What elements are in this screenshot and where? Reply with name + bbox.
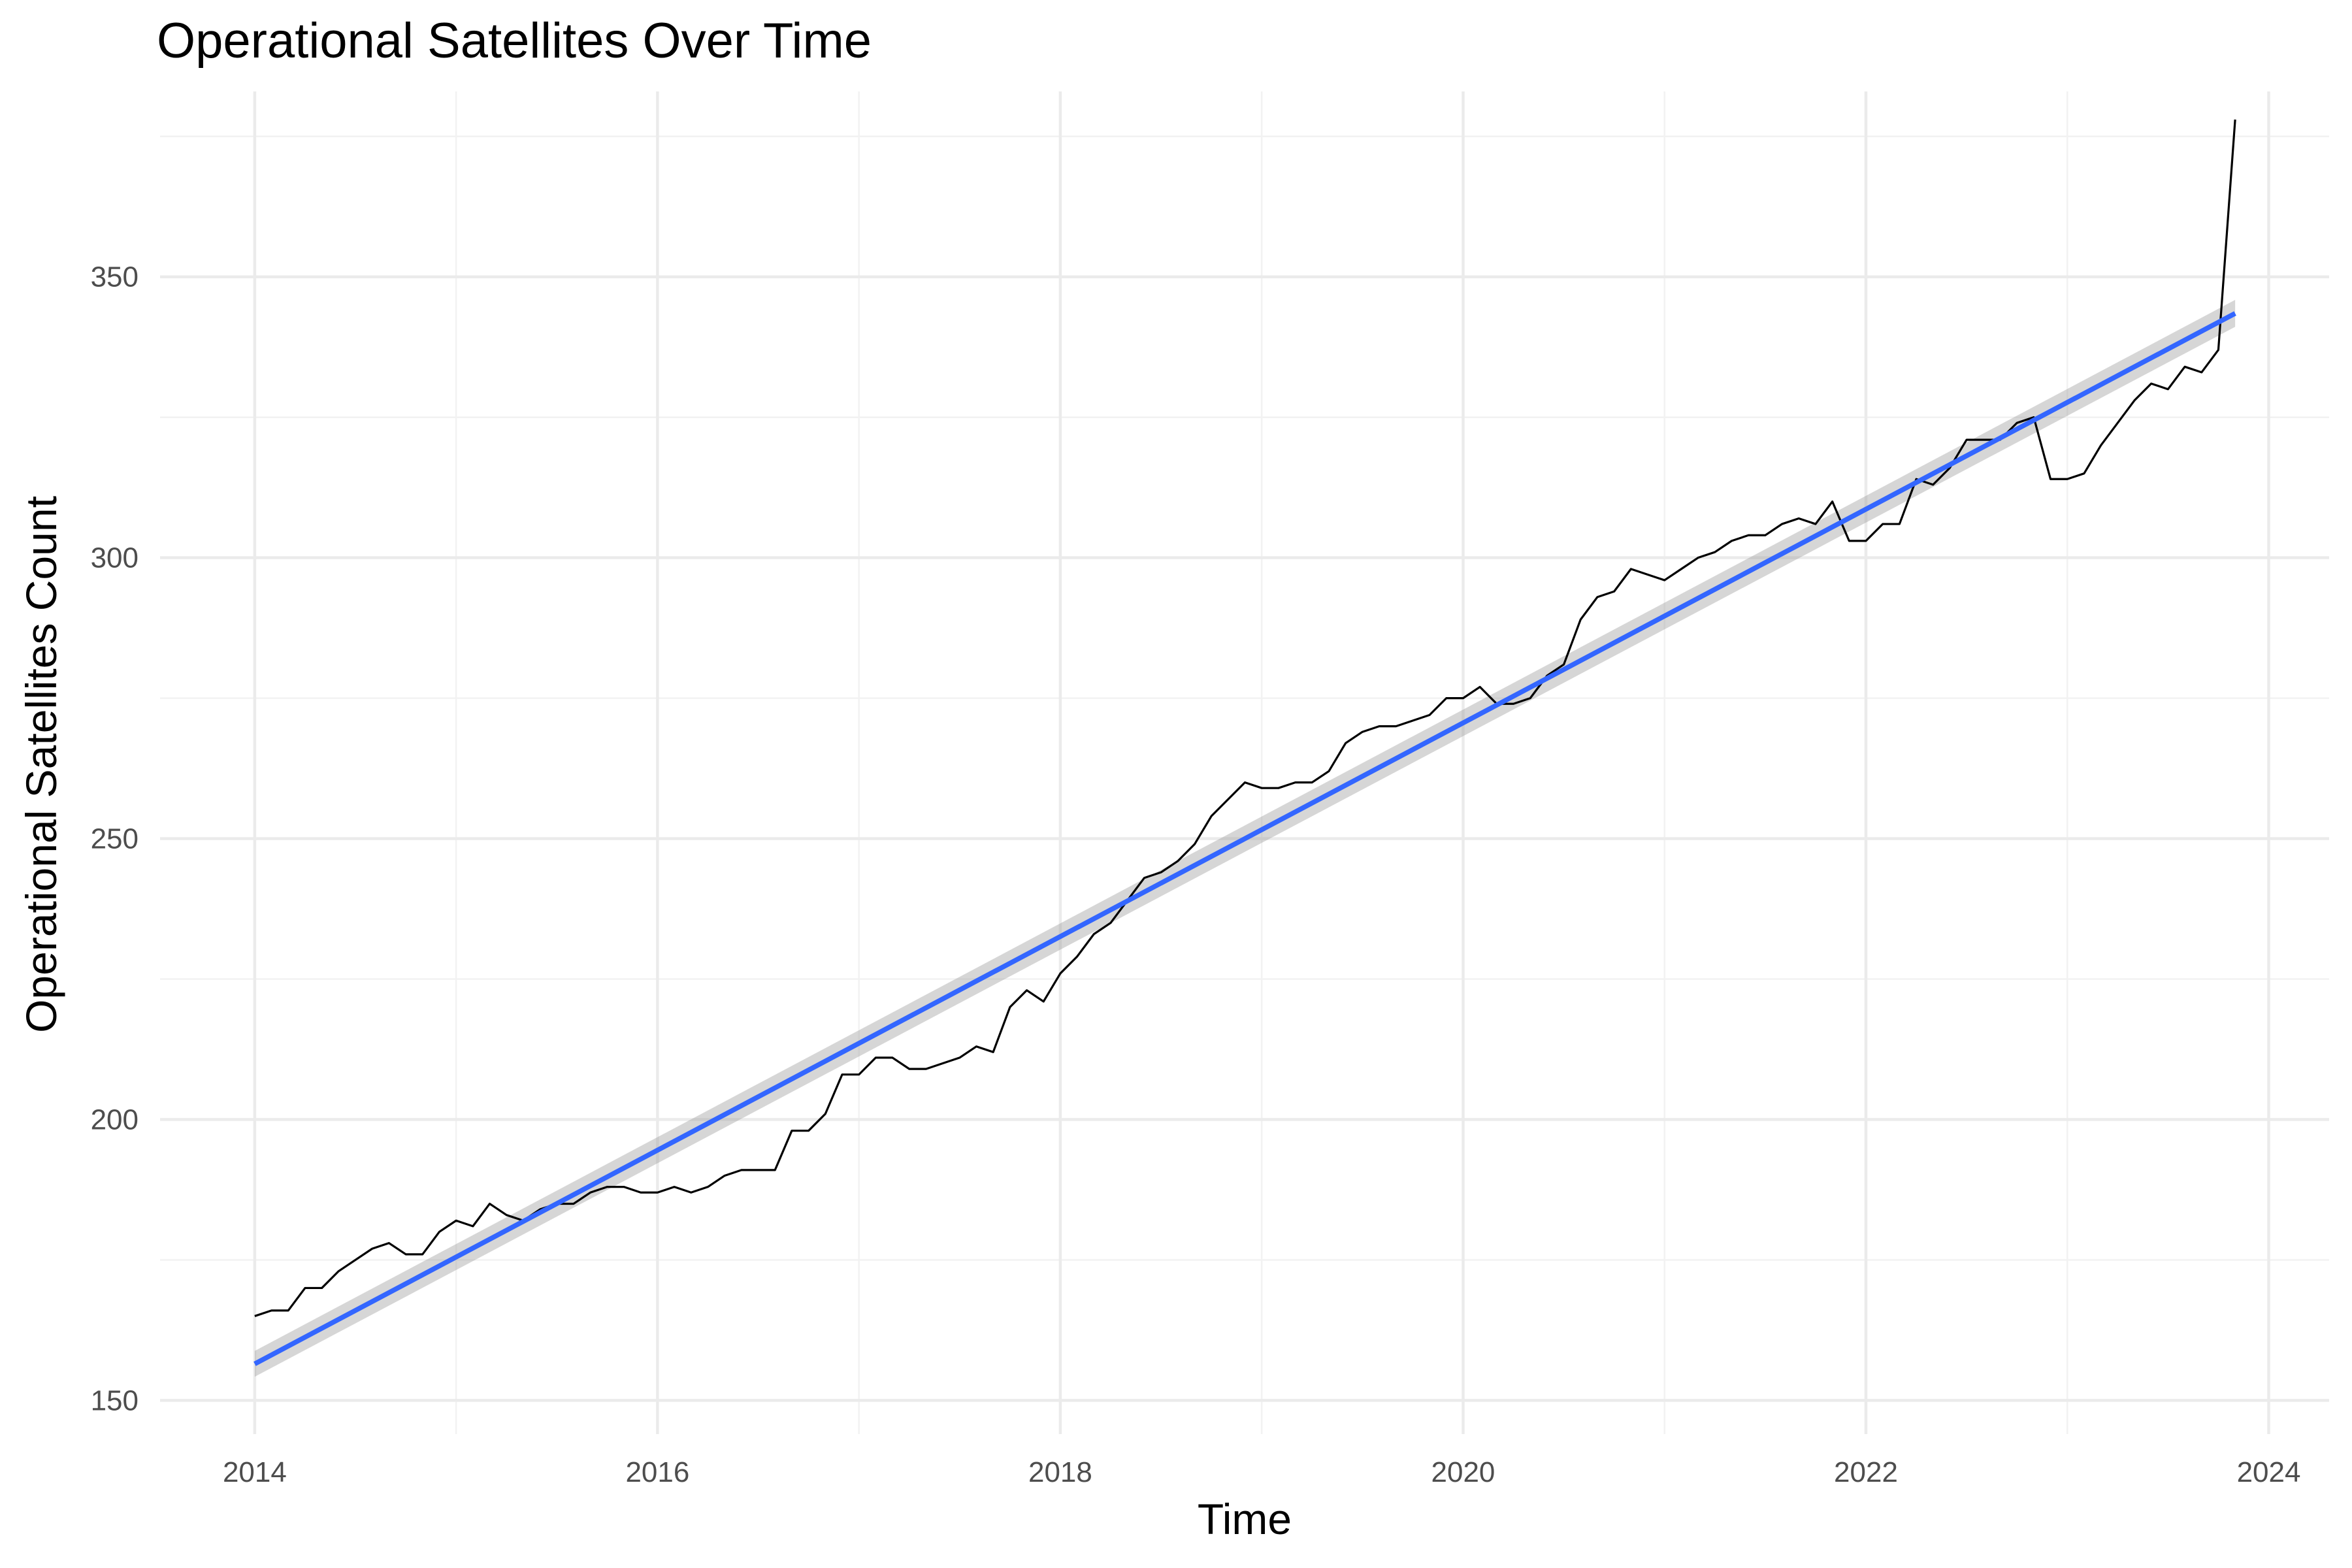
x-tick-label: 2024 (2237, 1456, 2301, 1488)
y-axis-ticks: 150 200 250 300 350 (91, 261, 139, 1417)
series-trend (253, 311, 2236, 1366)
major-gridlines (160, 91, 2329, 1434)
x-tick-label: 2018 (1028, 1456, 1092, 1488)
observed-line (254, 119, 2236, 1317)
x-tick-label: 2014 (223, 1456, 287, 1488)
y-tick-label: 150 (91, 1384, 139, 1416)
x-tick-label: 2022 (1834, 1456, 1898, 1488)
y-tick-label: 250 (91, 823, 139, 855)
x-tick-label: 2016 (625, 1456, 689, 1488)
x-axis-title: Time (1198, 1495, 1292, 1543)
y-tick-label: 350 (91, 261, 139, 293)
minor-gridlines (160, 91, 2329, 1434)
y-axis-title: Operational Satellites Count (17, 496, 65, 1033)
x-axis-ticks: 2014 2016 2018 2020 2022 2024 (223, 1456, 2301, 1488)
series-observed (254, 119, 2236, 1317)
chart-title: Operational Satellites Over Time (157, 13, 872, 69)
y-tick-label: 200 (91, 1103, 139, 1135)
trend-line (253, 311, 2236, 1366)
x-tick-label: 2020 (1431, 1456, 1495, 1488)
y-tick-label: 300 (91, 542, 139, 574)
